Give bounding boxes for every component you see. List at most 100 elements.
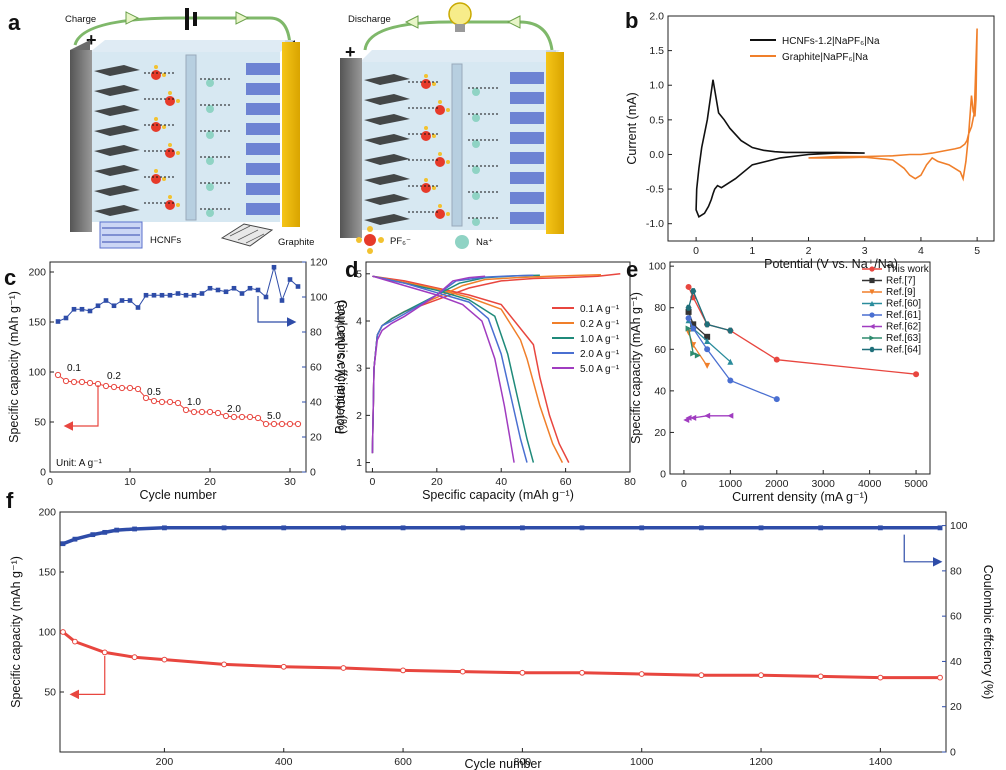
series-point — [690, 288, 697, 295]
hcnf-layer — [510, 192, 544, 204]
y-tick-label: 50 — [34, 417, 46, 429]
na-ion — [472, 192, 480, 200]
legend-marker — [869, 277, 875, 284]
ce-point — [191, 292, 197, 298]
ce-point — [127, 298, 133, 303]
ce-point — [87, 308, 93, 314]
ce-point — [263, 294, 269, 300]
rate-label: 1.0 — [187, 397, 201, 408]
y2-tick-label: 0 — [310, 467, 316, 479]
ce-point — [818, 525, 824, 531]
ce-point — [247, 285, 253, 291]
graphite-layer — [94, 165, 140, 176]
pf6-ligand — [438, 100, 442, 104]
na-legend-icon — [455, 235, 469, 249]
series-point — [727, 412, 734, 419]
x-tick-label: 20 — [204, 476, 216, 488]
discharge-curve-4 — [372, 275, 515, 463]
series-point — [704, 321, 711, 328]
na-ion — [472, 140, 480, 148]
y2-tick-label: 40 — [310, 397, 322, 409]
ce-point — [281, 525, 287, 531]
hcnf-layer — [246, 143, 280, 155]
pf6-ligand — [446, 212, 450, 216]
pf6-ligand — [176, 203, 180, 207]
y-tick-label: 100 — [28, 367, 46, 379]
y-tick-label: 80 — [654, 302, 666, 314]
series-point — [685, 414, 692, 421]
x-tick-label: 80 — [624, 476, 636, 488]
legend-label: Ref.[64] — [886, 345, 921, 356]
legend-marker — [869, 312, 875, 318]
legend-marker — [869, 300, 875, 307]
legend-label: Ref.[7] — [886, 276, 916, 287]
series-point — [773, 356, 780, 363]
charge-arrow-icon-right — [235, 11, 250, 25]
discharge-plus: + — [345, 42, 356, 62]
pf6-ligand — [446, 108, 450, 112]
series-point — [704, 337, 711, 344]
pf6-ligand — [168, 195, 172, 199]
ce-point — [639, 525, 645, 531]
panel-e: e 0 1000 2000 3000 4000 5000 0 20 40 60 80 100 This … — [626, 257, 931, 504]
hcnf-layer — [510, 132, 544, 144]
na-ion — [206, 157, 214, 165]
legend-label: 1.0 A g⁻¹ — [580, 334, 620, 345]
y2-tick-label: 40 — [950, 656, 962, 668]
na-ion — [206, 209, 214, 217]
graphite-layer — [364, 214, 410, 225]
series-point — [704, 346, 711, 353]
discharge-separator — [451, 63, 463, 227]
graphite-layer — [364, 174, 410, 185]
y2-tick-label: 60 — [310, 362, 322, 374]
ce-point — [223, 289, 229, 295]
pf6-ion — [151, 174, 161, 184]
y-tick-label: 0.5 — [649, 114, 664, 126]
charge-arrow-icon-left — [125, 11, 140, 25]
panel-label-d: d — [345, 257, 358, 282]
capacity-point — [150, 397, 158, 405]
ce-point — [55, 319, 61, 324]
capacity-point — [758, 672, 764, 679]
charge-cell: Charge + − — [65, 8, 300, 232]
x-tick-label: 2 — [806, 245, 812, 257]
legend-label: Ref.[9] — [886, 287, 916, 298]
panel-f: f 200 400 600 800 1000 1200 1400 50 100 150 200 0 20… — [6, 488, 995, 770]
graphite-layer — [364, 154, 410, 165]
ce-point — [102, 529, 108, 535]
pf6-ligand — [446, 160, 450, 164]
na-ion — [206, 183, 214, 191]
capacity-point — [254, 414, 262, 422]
graphite-layer — [364, 134, 410, 145]
series-point — [685, 315, 692, 322]
y-tick-label: 2 — [356, 410, 362, 422]
capacity-point — [72, 638, 78, 645]
y-tick-label: 1.0 — [649, 80, 664, 92]
x-tick-label: 3 — [862, 245, 868, 257]
ce-point — [271, 264, 277, 270]
x-tick-label: 600 — [394, 756, 412, 768]
ce-point — [71, 306, 77, 312]
discharge-curve-3 — [372, 275, 528, 463]
series-point — [913, 371, 920, 378]
y2-tick-label: 100 — [950, 520, 968, 532]
ce-axis-arrow — [903, 534, 943, 567]
x-tick-label: 1000 — [719, 478, 743, 490]
y-tick-label: 50 — [44, 687, 56, 699]
legend-hcnf-label: HCNFs — [150, 235, 181, 246]
pf6-ligand — [176, 151, 180, 155]
y-tick-label: 40 — [654, 385, 666, 397]
hcnf-layer — [510, 92, 544, 104]
legend-label: 0.2 A g⁻¹ — [580, 319, 620, 330]
hcnf-layer — [510, 172, 544, 184]
series-point — [685, 283, 692, 290]
capacity-point — [222, 412, 230, 420]
panel-a: a Charge + − Discharge — [8, 2, 564, 254]
ce-point — [162, 525, 167, 531]
pf6-ligand — [438, 204, 442, 208]
ce-point — [114, 527, 120, 533]
charge-curve-4 — [371, 275, 486, 454]
graphite-layer — [364, 194, 410, 205]
capacity-point — [158, 398, 166, 406]
y-tick-label: -1.0 — [646, 218, 664, 230]
